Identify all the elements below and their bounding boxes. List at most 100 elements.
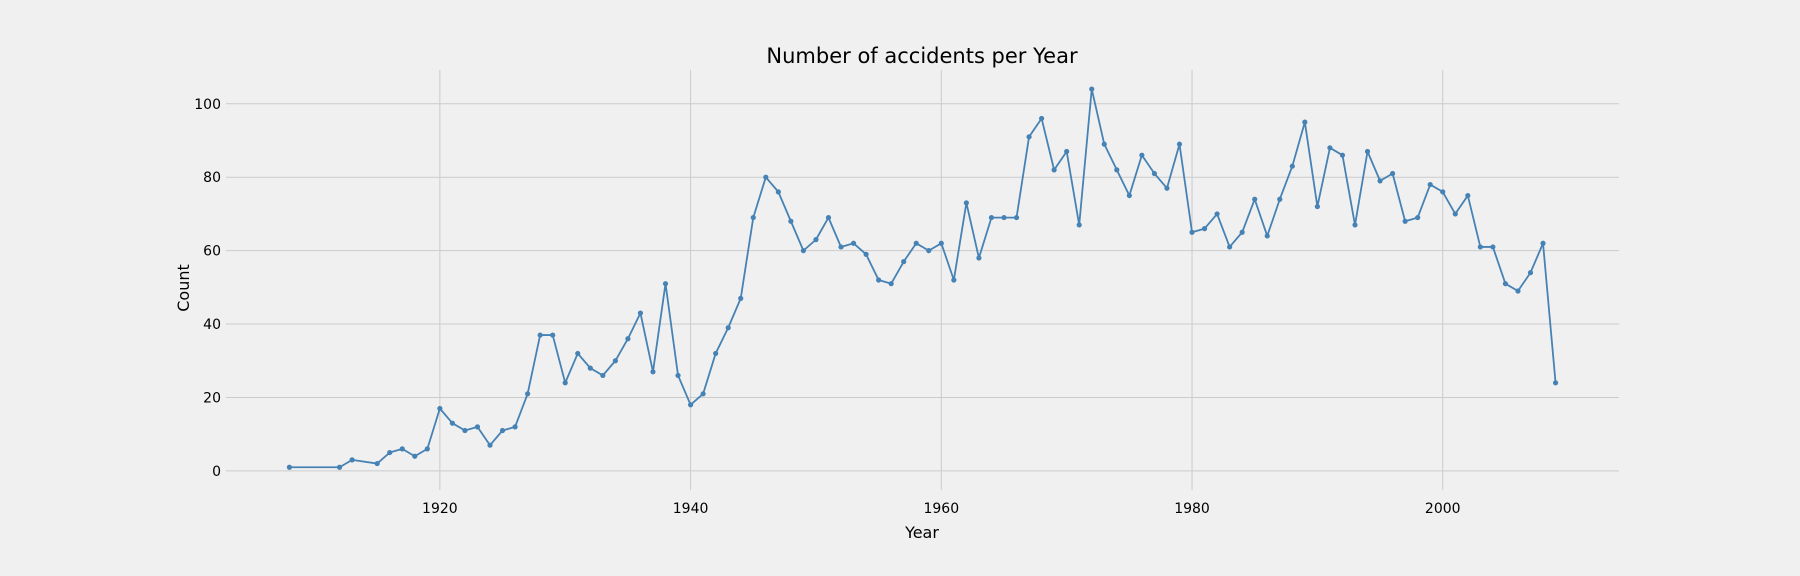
data-point (788, 218, 794, 224)
data-point (1214, 211, 1220, 217)
data-point (763, 174, 769, 180)
data-point (838, 244, 844, 250)
data-point (888, 281, 894, 287)
data-point (1477, 244, 1483, 250)
data-point (1264, 233, 1270, 239)
data-point (700, 391, 706, 397)
data-point (1302, 119, 1308, 125)
data-point (926, 248, 932, 254)
data-point (449, 420, 456, 426)
data-point (901, 259, 907, 265)
data-point (1377, 178, 1383, 184)
data-point (687, 402, 694, 408)
y-axis-label: Count (174, 264, 193, 312)
data-point (1176, 141, 1183, 147)
data-point (499, 427, 506, 434)
data-point (988, 214, 995, 221)
data-point (1415, 214, 1421, 221)
x-axis-label: Year (904, 523, 939, 542)
data-point (1126, 192, 1132, 199)
data-point (963, 200, 969, 206)
y-tick-label: 80 (203, 170, 221, 186)
data-point (1013, 214, 1020, 221)
data-point (863, 251, 869, 257)
data-point (713, 350, 719, 357)
data-point (1252, 196, 1258, 202)
y-tick-label: 100 (194, 97, 221, 113)
data-point (1189, 229, 1195, 235)
data-point (1402, 218, 1408, 224)
data-point (813, 237, 819, 243)
x-tick-label: 1920 (422, 501, 458, 517)
data-point (800, 248, 807, 254)
data-point (825, 214, 832, 221)
data-point (487, 442, 493, 448)
data-point (1001, 214, 1007, 221)
data-point (600, 372, 606, 379)
data-point (775, 189, 781, 195)
data-point (424, 446, 430, 452)
data-point (1239, 229, 1245, 235)
data-point (612, 358, 618, 364)
data-point (1038, 115, 1045, 122)
data-point (725, 325, 731, 331)
data-point (637, 310, 644, 316)
data-point (1515, 288, 1521, 294)
data-point (1389, 170, 1396, 177)
data-point (349, 457, 355, 463)
data-point (750, 214, 756, 221)
data-point (976, 255, 982, 261)
series-line (289, 88, 1557, 469)
data-point (474, 424, 481, 430)
data-point (1289, 163, 1295, 169)
data-point (399, 446, 405, 452)
data-point (1277, 196, 1283, 202)
data-point (1490, 244, 1496, 250)
data-point (387, 449, 393, 456)
data-point (374, 460, 380, 467)
y-tick-label: 0 (212, 464, 221, 480)
data-point (1151, 170, 1158, 177)
data-point (1051, 167, 1057, 173)
data-point (1540, 240, 1546, 246)
grid (226, 70, 1619, 490)
data-point (1440, 189, 1446, 195)
data-point (1364, 148, 1371, 155)
y-tick-label: 20 (203, 390, 221, 406)
data-point (1114, 167, 1120, 173)
tick-labels: 0 20 40 60 80 100 1920 1940 1960 1980 2000 (194, 97, 1460, 517)
data-point (1201, 226, 1208, 232)
x-tick-label: 1940 (673, 501, 709, 517)
data-point (286, 464, 293, 470)
data-point (625, 336, 631, 342)
data-point (1527, 270, 1534, 276)
data-point (913, 240, 919, 246)
data-point (1502, 281, 1509, 287)
data-point (1339, 152, 1346, 158)
data-point (1352, 222, 1358, 228)
data-point (336, 464, 343, 470)
data-point (876, 277, 882, 283)
data-point (1552, 380, 1559, 386)
data-point (951, 277, 957, 283)
data-point (662, 281, 669, 287)
data-point (587, 365, 593, 371)
chart-title: Number of accidents per Year (766, 44, 1078, 68)
data-point (1227, 244, 1233, 250)
series-layer (286, 86, 1559, 470)
data-point (675, 372, 681, 379)
data-point (550, 332, 556, 338)
data-point (1101, 141, 1107, 147)
data-point (525, 391, 531, 397)
y-tick-label: 40 (203, 317, 221, 333)
data-point (1089, 86, 1095, 92)
data-point (1164, 185, 1170, 191)
data-point (1452, 211, 1458, 217)
data-point (938, 240, 944, 246)
data-point (512, 424, 518, 430)
data-point (462, 427, 468, 434)
data-point (1465, 192, 1471, 199)
data-point (1427, 181, 1433, 188)
